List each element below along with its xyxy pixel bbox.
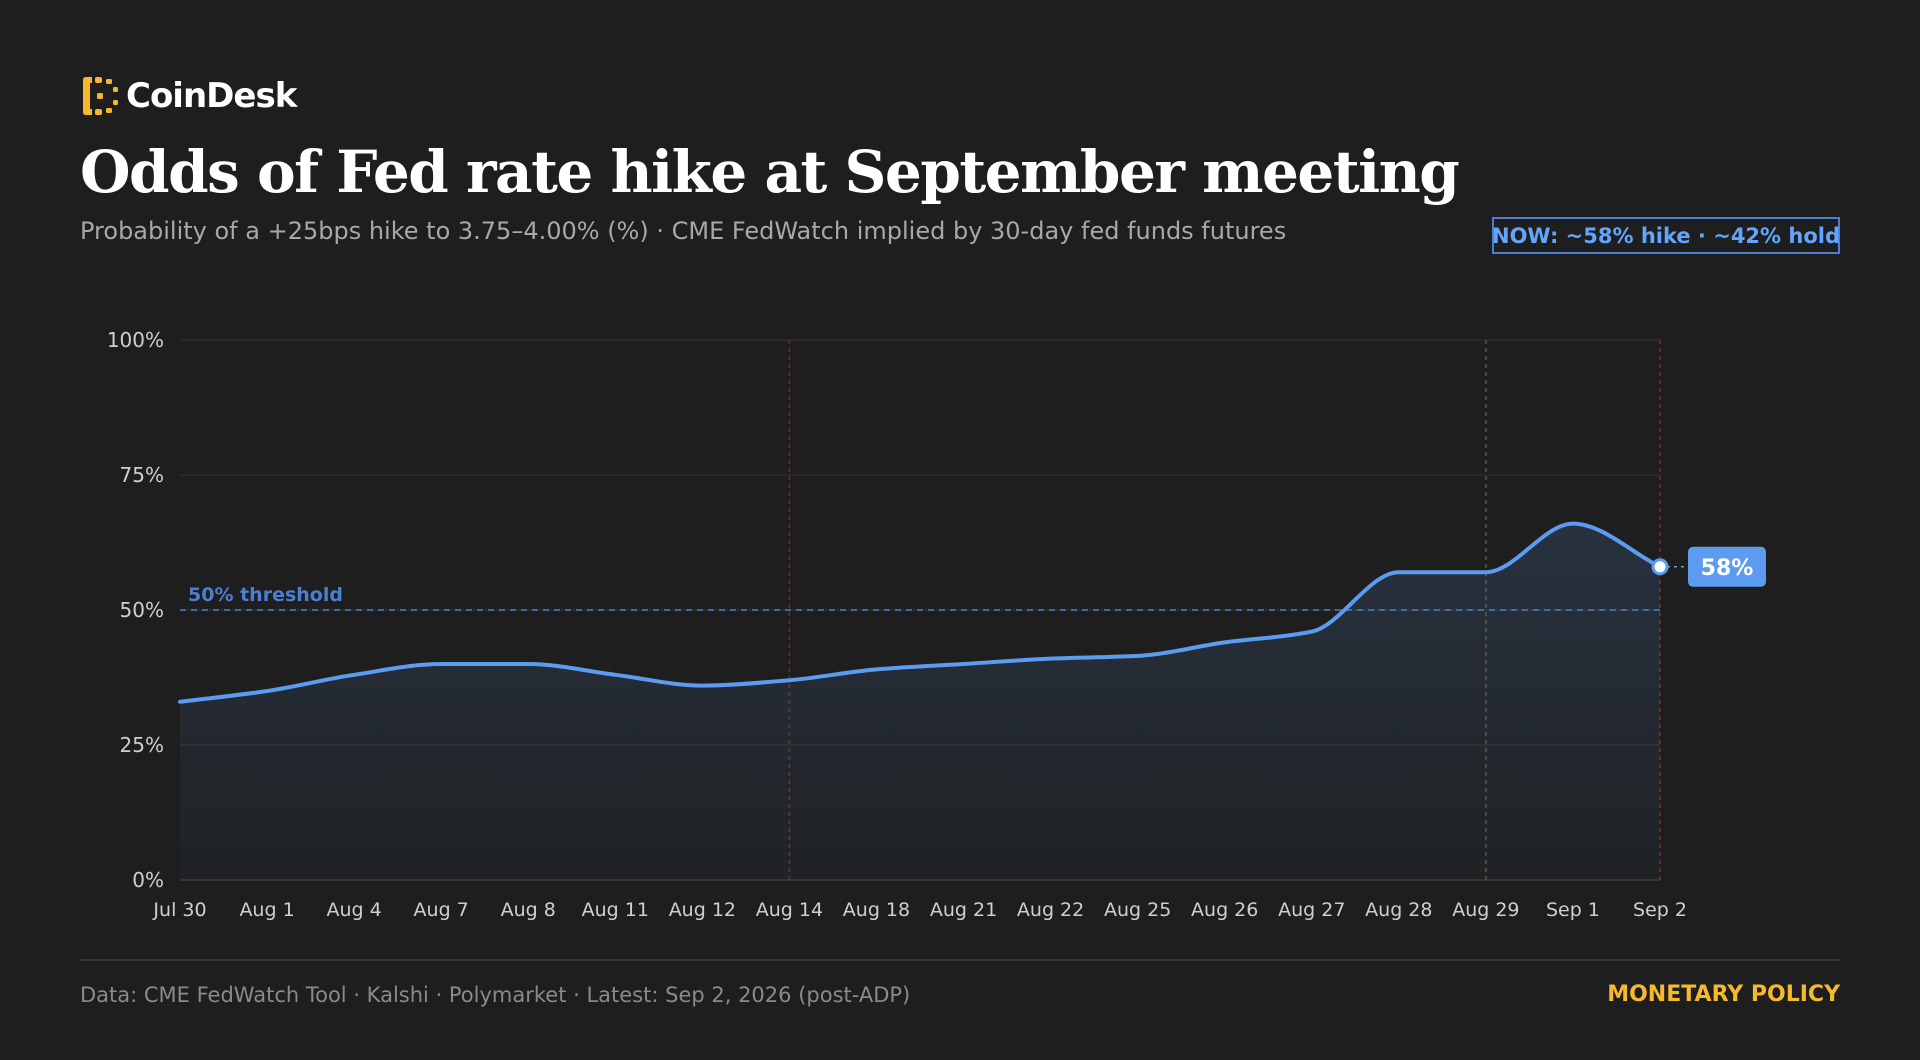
x-tick-label: Aug 4: [327, 899, 382, 921]
x-tick-label: Aug 11: [582, 899, 649, 921]
x-tick-label: Aug 28: [1365, 899, 1432, 921]
x-tick-label: Aug 25: [1104, 899, 1171, 921]
chart-subtitle: Probability of a +25bps hike to 3.75–4.0…: [80, 217, 1287, 245]
y-tick-label: 0%: [132, 868, 164, 892]
x-tick-label: Aug 21: [930, 899, 997, 921]
brand[interactable]: CoinDesk: [80, 74, 297, 118]
y-tick-label: 100%: [107, 328, 164, 352]
x-tick-label: Aug 29: [1452, 899, 1519, 921]
threshold-label: 50% threshold: [188, 584, 343, 606]
probability-chart: 50% threshold 0% 25% 50% 75% 100% Jul 30 Aug …: [107, 328, 1766, 921]
footer-divider: [80, 959, 1840, 961]
area-fill: [180, 523, 1660, 880]
y-tick-label: 75%: [120, 463, 164, 487]
y-tick-label: 50%: [120, 598, 164, 622]
section-tag[interactable]: MONETARY POLICY: [1607, 982, 1840, 1007]
x-tick-label: Jul 30: [152, 899, 206, 921]
x-tick-label: Aug 12: [669, 899, 736, 921]
x-tick-label: Sep 2: [1633, 899, 1687, 921]
x-tick-label: Aug 26: [1191, 899, 1258, 921]
brand-name: CoinDesk: [126, 76, 297, 116]
x-tick-label: Aug 8: [501, 899, 556, 921]
endpoint-dot: [1651, 558, 1669, 576]
source-note: Data: CME FedWatch Tool · Kalshi · Polym…: [80, 983, 911, 1007]
x-tick-label: Aug 27: [1278, 899, 1345, 921]
x-tick-label: Aug 1: [239, 899, 294, 921]
y-tick-label: 25%: [120, 733, 164, 757]
now-status-badge: NOW: ~58% hike · ~42% hold: [1492, 217, 1840, 254]
x-tick-label: Aug 14: [756, 899, 823, 921]
end-value-label: 58%: [1701, 556, 1754, 581]
x-tick-label: Aug 7: [414, 899, 469, 921]
x-tick-label: Sep 1: [1546, 899, 1600, 921]
series-line: [178, 521, 1662, 704]
x-tick-label: Aug 22: [1017, 899, 1084, 921]
x-tick-label: Aug 18: [843, 899, 910, 921]
coindesk-logo-icon: [83, 77, 118, 115]
end-value-badge: [1688, 546, 1766, 587]
chart-title: Odds of Fed rate hike at September meeti…: [80, 138, 1460, 206]
